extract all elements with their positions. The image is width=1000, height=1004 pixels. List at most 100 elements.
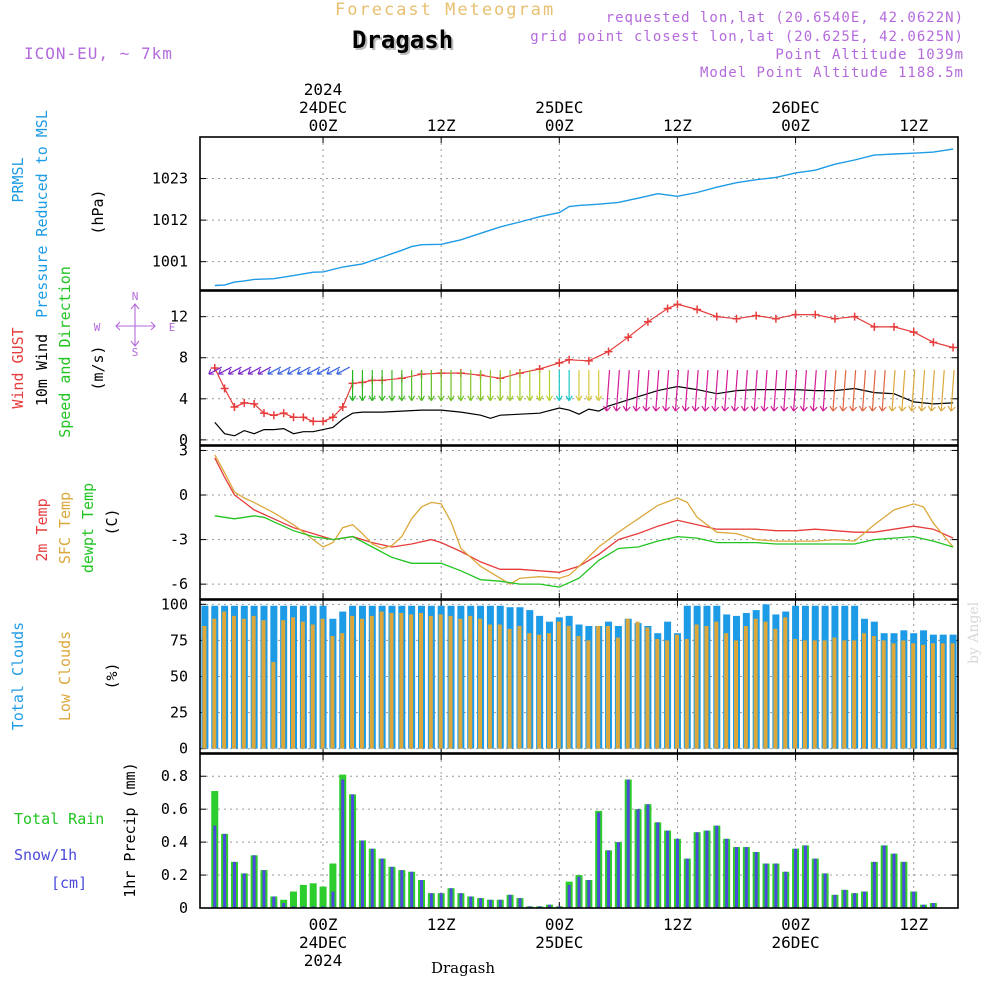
panel-frame-wind xyxy=(199,290,959,446)
wind-gust-marker xyxy=(949,343,958,352)
snow-bar xyxy=(695,832,699,908)
wind-direction-arrow xyxy=(849,370,858,412)
wind-direction-arrow xyxy=(632,370,641,412)
time-label-top: 00Z xyxy=(545,116,574,135)
time-label-bottom: 25DEC xyxy=(535,933,583,952)
snow-bar xyxy=(774,863,778,908)
snow-bar xyxy=(813,858,817,908)
snow-bar xyxy=(508,894,512,908)
y-tick-label: 0.2 xyxy=(161,866,188,884)
wind-direction-arrow xyxy=(740,370,749,412)
snow-bar xyxy=(675,838,679,908)
wind-direction-arrow xyxy=(839,370,848,412)
panel-frame-clouds xyxy=(199,599,959,754)
wind-gust-marker xyxy=(929,338,938,347)
wind-direction-arrow xyxy=(937,370,946,412)
wind-gust-marker xyxy=(870,322,879,331)
low-clouds-bar xyxy=(753,618,758,749)
snow-bar xyxy=(735,847,739,908)
footer-location: Dragash xyxy=(431,959,495,977)
low-clouds-bar xyxy=(350,615,355,749)
wind-gust-marker xyxy=(299,413,308,422)
wind-direction-arrow xyxy=(622,370,631,412)
wind-gust-label: Wind GUST xyxy=(9,327,27,408)
wind-direction-arrow xyxy=(526,370,534,402)
precip-axis-label: 1hr Precip (mm) xyxy=(121,762,139,897)
wind-direction-arrow xyxy=(790,370,798,412)
wind-direction-arrow xyxy=(536,370,544,402)
snow-bar xyxy=(636,809,640,908)
low-clouds-bar xyxy=(714,621,719,749)
snow-bar xyxy=(685,858,689,908)
snow-bar xyxy=(292,906,296,908)
low-clouds-bar xyxy=(448,615,453,749)
wind-gust-marker xyxy=(663,304,672,313)
clouds-unit: (%) xyxy=(103,662,121,689)
sfc-temp-label: SFC Temp xyxy=(56,492,74,564)
wind-direction-arrow xyxy=(575,370,583,402)
wind-direction-arrow xyxy=(486,370,494,402)
snow-bar xyxy=(213,825,217,908)
wind-direction-arrow xyxy=(336,366,351,375)
snow-bar xyxy=(557,906,561,908)
low-clouds-bar xyxy=(241,618,246,749)
temp-2m-line xyxy=(214,457,954,573)
snow-bar xyxy=(321,906,325,908)
wind-gust-marker xyxy=(309,417,318,426)
total-clouds-label: Total Clouds xyxy=(9,622,27,730)
snow-bar xyxy=(597,812,601,908)
snow-bar xyxy=(547,904,551,908)
wind-direction-arrow xyxy=(701,370,710,412)
time-label-top: 12Z xyxy=(663,116,692,135)
snow-bar xyxy=(744,847,748,908)
low-clouds-bar xyxy=(704,625,709,749)
snow-bar xyxy=(794,848,798,908)
temp-unit: (C) xyxy=(103,508,121,535)
low-clouds-bar xyxy=(291,617,296,749)
snow-bar xyxy=(666,830,670,908)
wind-direction-arrow xyxy=(603,370,611,412)
wind-direction-arrow xyxy=(819,370,828,412)
watermark: by Angel xyxy=(966,601,982,664)
low-clouds-bar xyxy=(783,617,788,749)
low-clouds-bar xyxy=(576,636,581,749)
wind-10m-label: 10m Wind xyxy=(33,334,51,406)
wind-direction-arrow xyxy=(691,370,700,412)
dewpt-temp-label: dewpt Temp xyxy=(79,483,97,573)
wind-gust-marker xyxy=(220,384,229,393)
y-tick-label: 0 xyxy=(179,431,188,449)
low-clouds-bar xyxy=(458,618,463,749)
wind-gust-marker xyxy=(240,398,249,407)
wind-direction-arrow xyxy=(306,366,321,375)
low-clouds-bar xyxy=(891,643,896,749)
model-label: ICON-EU, ~ 7km xyxy=(24,44,173,63)
wind-gust-marker xyxy=(565,355,574,364)
rain-bar xyxy=(309,883,317,908)
snow-bar xyxy=(784,871,788,908)
chart-title: Forecast Meteogram xyxy=(335,0,556,20)
low-clouds-bar xyxy=(222,611,227,749)
snow-bar xyxy=(498,899,502,908)
snow-bar xyxy=(862,891,866,908)
low-clouds-bar xyxy=(409,614,414,749)
low-clouds-bar xyxy=(812,640,817,749)
snow-bar xyxy=(843,889,847,908)
snow-bar xyxy=(764,863,768,908)
low-clouds-bar xyxy=(202,625,207,749)
snow-bar xyxy=(518,898,522,908)
wind-gust-marker xyxy=(850,312,859,321)
wind-gust-marker xyxy=(830,314,839,323)
snow-bar xyxy=(252,855,256,908)
wind-gust-marker xyxy=(811,310,820,319)
wind-direction-arrow xyxy=(662,370,671,412)
wind-direction-arrow xyxy=(457,370,465,402)
panel-frame-temperature xyxy=(199,445,959,600)
snow-bar xyxy=(725,838,729,908)
low-clouds-bar xyxy=(724,633,729,749)
y-tick-label: 1023 xyxy=(152,170,188,188)
low-clouds-bar xyxy=(428,615,433,749)
snow-bar xyxy=(715,825,719,908)
wind-direction-arrow xyxy=(447,370,455,402)
wind-direction-arrow xyxy=(947,370,956,412)
low-clouds-bar xyxy=(852,640,857,749)
